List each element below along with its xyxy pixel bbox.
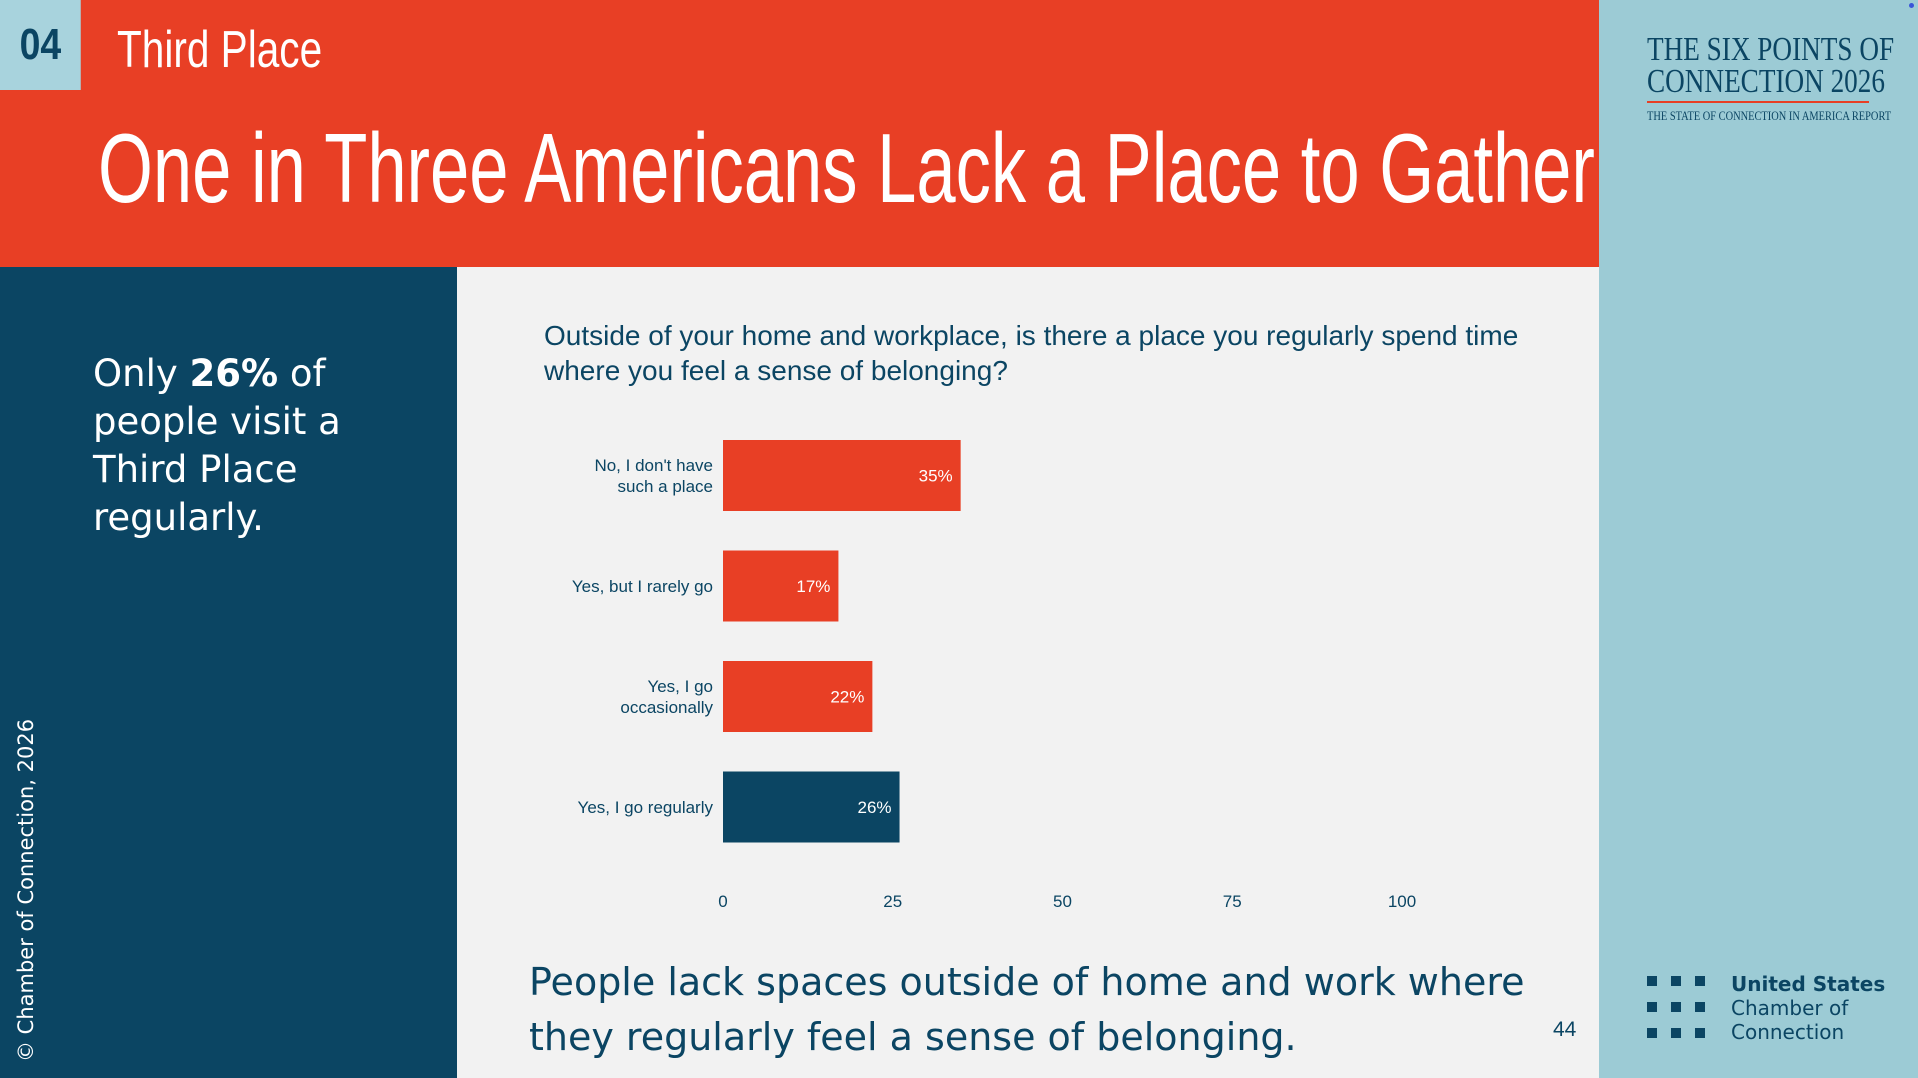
x-tick-label-1: 25 xyxy=(883,892,902,911)
chamber-name-line1: United States xyxy=(1731,972,1886,996)
category-label-line: Yes, but I rarely go xyxy=(572,577,713,596)
copyright-notice: © Chamber of Connection, 2026 xyxy=(14,718,38,1062)
dot-grid-icon xyxy=(1647,976,1717,1046)
bar-1 xyxy=(723,550,839,622)
category-label-line: Yes, I go xyxy=(647,677,713,696)
bar-value-label-2: 22% xyxy=(830,688,864,707)
left-callout-panel: Only 26% of people visit a Third Place r… xyxy=(0,267,457,1078)
callout-suffix: of people visit a Third Place regularly. xyxy=(93,352,341,539)
section-number: 04 xyxy=(0,0,81,90)
bar-0 xyxy=(723,440,961,511)
section-title: Third Place xyxy=(117,21,323,79)
takeaway-text: People lack spaces outside of home and w… xyxy=(529,960,1525,1059)
header-banner: 04 Third Place One in Three Americans La… xyxy=(0,0,1599,267)
category-label-line: occasionally xyxy=(620,698,713,717)
callout-text: Only 26% of people visit a Third Place r… xyxy=(93,350,433,542)
bar-2 xyxy=(723,661,873,732)
survey-question: Outside of your home and workplace, is t… xyxy=(544,320,1519,386)
report-title-underline xyxy=(1647,101,1869,103)
report-subtitle: THE STATE OF CONNECTION IN AMERICA REPOR… xyxy=(1647,108,1892,123)
x-tick-label-3: 75 xyxy=(1223,892,1242,911)
page-title: One in Three Americans Lack a Place to G… xyxy=(98,113,1595,223)
category-label-line: such a place xyxy=(618,477,713,496)
category-label-0: No, I don't have such a place xyxy=(594,456,713,496)
page-number: 44 xyxy=(1553,1018,1577,1041)
callout-highlight: 26% xyxy=(189,352,279,395)
category-label-1: Yes, but I rarely go xyxy=(572,577,713,596)
report-title-line2: CONNECTION 2026 xyxy=(1647,63,1885,100)
corner-dot-icon xyxy=(1909,3,1914,8)
bar-chart: 35% No, I don't have such a place 17% Yes, b… xyxy=(572,440,1416,911)
callout-prefix: Only xyxy=(93,352,190,395)
report-title-line1: THE SIX POINTS OF xyxy=(1647,31,1895,68)
bar-3 xyxy=(723,771,900,843)
report-title: THE SIX POINTS OF CONNECTION 2026 xyxy=(1647,31,1895,100)
bar-value-label-3: 26% xyxy=(858,798,892,817)
category-label-line: No, I don't have xyxy=(594,456,713,475)
category-label-3: Yes, I go regularly xyxy=(578,798,714,817)
chamber-name-line2: Chamber of xyxy=(1731,996,1849,1020)
right-sidebar: THE SIX POINTS OF CONNECTION 2026 THE ST… xyxy=(1599,0,1918,1078)
category-label-line: Yes, I go regularly xyxy=(578,798,714,817)
x-tick-label-4: 100 xyxy=(1388,892,1416,911)
chamber-name: United States Chamber of Connection xyxy=(1731,972,1885,1044)
chamber-name-line3: Connection xyxy=(1731,1020,1845,1044)
bar-value-label-0: 35% xyxy=(919,467,953,486)
x-tick-label-2: 50 xyxy=(1053,892,1072,911)
x-tick-label-0: 0 xyxy=(718,892,727,911)
bar-value-label-1: 17% xyxy=(796,577,830,596)
category-label-2: Yes, I go occasionally xyxy=(620,677,713,717)
